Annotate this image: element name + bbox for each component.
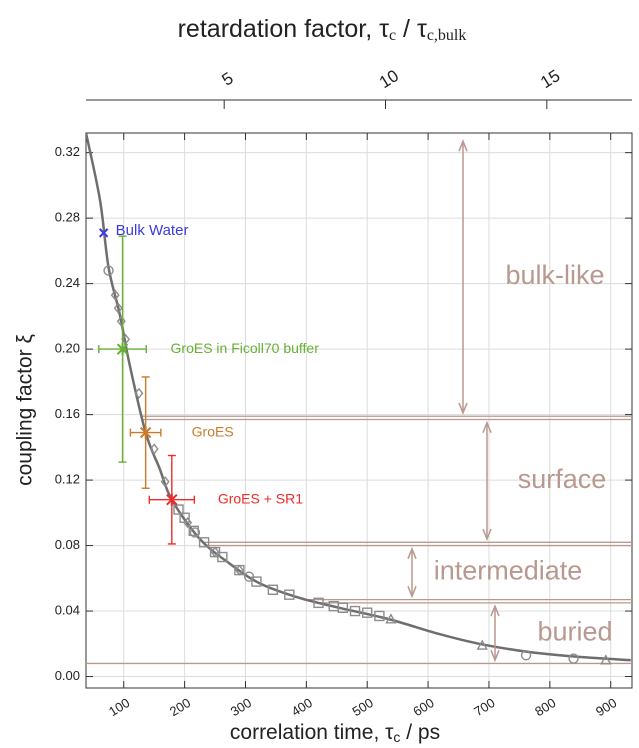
marker-square	[188, 525, 199, 537]
marker-star	[139, 426, 152, 439]
marker-triangle	[600, 654, 612, 665]
measurement-label: GroES	[192, 423, 234, 439]
marker-square	[173, 504, 184, 515]
marker-square	[179, 512, 190, 523]
marker-square	[267, 584, 279, 595]
marker-star	[166, 493, 178, 506]
marker-circle	[520, 650, 532, 661]
label-part: correlation time, τ	[230, 721, 394, 744]
label-sub: c,bulk	[427, 27, 467, 44]
marker-triangle	[385, 613, 397, 624]
marker-star	[116, 343, 129, 356]
x2-tick-label: 5	[219, 69, 237, 90]
marker-square	[313, 597, 324, 609]
marker-diamond	[134, 387, 144, 399]
x-tick-label: 600	[410, 695, 436, 719]
x-axis-label: correlation time, τc / ps	[230, 721, 440, 745]
measurement-label: GroES + SR1	[218, 490, 303, 506]
y-tick-label: 0.20	[55, 341, 80, 356]
x-tick-label: 500	[349, 695, 375, 719]
marker-x	[98, 228, 109, 238]
x-tick-label: 700	[471, 695, 497, 719]
marker-square	[217, 551, 228, 563]
measurement-label: GroES in Ficoll70 buffer	[171, 340, 320, 356]
y-tick-label: 0.24	[55, 275, 80, 290]
top-axis-label: retardation factor, τc / τc,bulk	[178, 15, 467, 44]
arrow-head	[458, 402, 468, 415]
fit-curve	[86, 133, 631, 662]
marker-diamond	[149, 443, 159, 455]
marker-square	[234, 564, 245, 576]
x2-tick-label: 10	[376, 66, 402, 92]
marker-diamond	[113, 302, 123, 314]
arrow-head	[407, 546, 417, 560]
marker-circle	[189, 527, 201, 538]
y-tick-label: 0.00	[55, 668, 80, 683]
y-tick-label: 0.12	[55, 472, 80, 487]
marker-square	[337, 602, 349, 613]
label-part: / ps	[400, 721, 440, 744]
x-tick-label: 300	[228, 695, 254, 719]
marker-square	[284, 589, 295, 600]
region-label: buried	[537, 616, 612, 646]
arrow-head	[407, 586, 417, 599]
arrow-head	[490, 649, 500, 663]
y-tick-label: 0.04	[55, 602, 80, 617]
label-part: retardation factor, τ	[178, 15, 390, 43]
marker-square	[251, 576, 262, 587]
label-sub: c	[389, 27, 396, 44]
marker-square	[362, 607, 373, 618]
y-tick-label: 0.28	[55, 210, 80, 225]
y-tick-label: 0.16	[55, 406, 80, 421]
marker-square	[198, 537, 210, 548]
region-label: intermediate	[434, 556, 583, 586]
x-tick-label: 100	[106, 695, 132, 719]
arrow-head	[482, 420, 492, 434]
marker-diamond	[183, 517, 193, 529]
y-tick-label: 0.32	[55, 144, 80, 159]
marker-diamond	[160, 476, 170, 488]
arrow-head	[490, 604, 500, 617]
marker-diamond	[116, 315, 126, 327]
y-axis-label: coupling factor ξ	[14, 334, 37, 486]
x2-tick-label: 15	[537, 66, 563, 92]
marker-triangle	[476, 639, 488, 650]
marker-circle	[103, 265, 114, 276]
label-sub: c	[393, 729, 400, 745]
marker-diamond	[110, 289, 120, 301]
arrow-head	[458, 139, 468, 152]
x-tick-label: 900	[593, 695, 619, 719]
y-tick-label: 0.08	[55, 537, 80, 552]
region-label: bulk-like	[505, 260, 604, 290]
x-tick-label: 800	[532, 695, 558, 719]
x-tick-label: 200	[167, 695, 193, 719]
plot-frame	[85, 132, 633, 689]
label-part: / τ	[396, 15, 427, 43]
x-tick-label: 400	[289, 695, 315, 719]
arrow-head	[482, 528, 492, 542]
marker-circle	[568, 653, 579, 664]
marker-square	[374, 610, 385, 622]
region-label: surface	[518, 464, 607, 494]
plot-area	[86, 133, 632, 665]
marker-square	[349, 605, 361, 617]
measurement-label: Bulk Water	[116, 222, 189, 239]
